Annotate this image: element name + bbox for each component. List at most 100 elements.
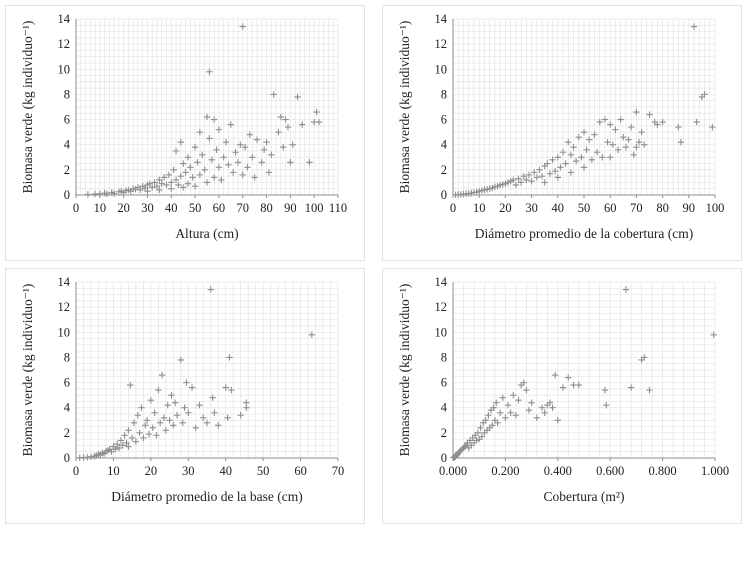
data-point — [580, 164, 588, 171]
data-point — [125, 427, 132, 434]
data-point — [145, 430, 153, 438]
data-point — [622, 286, 630, 293]
data-point — [227, 121, 235, 128]
data-point — [138, 404, 145, 411]
x-axis-label: Diámetro promedio de la base (cm) — [111, 489, 303, 504]
y-tick-label: 0 — [441, 451, 447, 465]
data-point — [177, 139, 184, 146]
y-tick-label: 14 — [435, 275, 448, 289]
data-point — [646, 386, 653, 394]
data-point — [243, 404, 250, 411]
data-point — [604, 139, 611, 146]
data-point — [538, 172, 546, 180]
data-point — [146, 180, 154, 187]
data-point — [523, 386, 530, 394]
data-point — [478, 433, 486, 440]
data-point — [232, 149, 239, 156]
data-point — [224, 414, 231, 421]
chart-panel-cobertura: 0.000 0.200 0.400 0.600 0.800 1.000 0 2 4 6 8 10 12 1… — [382, 268, 742, 524]
y-tick-label: 10 — [58, 325, 71, 339]
gridlines — [452, 281, 716, 459]
data-point — [226, 354, 233, 361]
data-point — [253, 136, 261, 143]
data-point — [559, 384, 567, 391]
y-tick-label: 12 — [435, 37, 448, 51]
x-tick-label: 0.800 — [649, 464, 677, 478]
data-point — [280, 144, 287, 151]
data-point — [507, 409, 514, 416]
data-point — [299, 121, 306, 128]
data-point — [182, 169, 189, 176]
data-point — [103, 190, 111, 197]
y-tick-label: 14 — [58, 12, 71, 26]
data-point — [210, 174, 218, 181]
data-point — [147, 396, 155, 404]
data-point — [578, 154, 585, 161]
chart-panel-altura: 0 10 20 30 40 50 60 70 80 90 100 110 0 2 4 6 8 10 12 14 Altu… — [5, 5, 365, 261]
data-point — [215, 422, 222, 429]
y-tick-label: 2 — [64, 163, 70, 177]
data-point — [140, 434, 147, 442]
scatter-chart-altura: 0 10 20 30 40 50 60 70 80 90 100 110 0 2 4 6 8 10 12 14 Altu… — [20, 12, 347, 241]
data-point — [541, 409, 548, 416]
data-points — [76, 286, 315, 461]
data-point — [306, 159, 313, 166]
chart-panel-diametro-cobertura: 0 10 20 30 40 50 60 70 80 90 100 0 2 4 6 8 10 12 14 Diámetr… — [382, 5, 742, 261]
x-tick-label: 70 — [236, 201, 249, 215]
data-point — [641, 141, 648, 148]
data-point — [175, 181, 182, 189]
x-axis-label: Altura (cm) — [175, 226, 238, 241]
data-point — [601, 386, 609, 394]
x-tick-label: 100 — [305, 201, 324, 215]
data-point — [113, 440, 121, 448]
x-tick-label: 20 — [145, 464, 158, 478]
data-point — [510, 176, 517, 184]
data-point — [294, 93, 301, 101]
data-point — [196, 128, 204, 136]
data-point — [143, 417, 151, 424]
data-point — [554, 417, 561, 424]
data-point — [580, 128, 588, 136]
data-point — [512, 181, 520, 189]
data-point — [693, 118, 700, 126]
data-point — [593, 149, 601, 156]
data-point — [517, 179, 525, 186]
data-point — [572, 157, 580, 165]
data-point — [208, 156, 215, 163]
data-point — [230, 169, 237, 176]
data-point — [157, 419, 164, 426]
data-point — [654, 121, 661, 128]
x-tick-label: 20 — [117, 201, 130, 215]
x-axis-label: Cobertura (m²) — [544, 489, 625, 504]
y-tick-label: 4 — [64, 401, 71, 415]
data-point — [520, 172, 527, 180]
y-tick-label: 0 — [64, 188, 70, 202]
data-point — [156, 176, 163, 184]
data-point — [234, 159, 242, 166]
data-point — [260, 146, 268, 153]
data-point — [638, 128, 645, 136]
chart-panel-diametro-base: 0 10 20 30 40 50 60 70 0 2 4 6 8 10 12 14 Diámetro prome… — [5, 268, 365, 524]
x-tick-label: 10 — [94, 201, 107, 215]
x-axis-label: Diámetro promedio de la cobertura (cm) — [475, 226, 694, 241]
data-point — [646, 111, 653, 118]
data-point — [690, 23, 698, 30]
data-point — [151, 179, 158, 186]
data-point — [181, 404, 188, 411]
data-point — [215, 164, 223, 171]
data-point — [239, 171, 246, 179]
scatter-chart-diametro-base: 0 10 20 30 40 50 60 70 0 2 4 6 8 10 12 14 Diámetro prome… — [20, 275, 344, 504]
data-point — [536, 166, 543, 174]
data-point — [617, 116, 624, 123]
data-point — [461, 443, 468, 450]
data-point — [206, 135, 213, 142]
data-point — [520, 379, 527, 386]
data-point — [125, 443, 132, 450]
data-point — [166, 417, 173, 424]
data-point — [567, 151, 575, 158]
data-point — [165, 171, 173, 179]
y-tick-label: 8 — [64, 350, 70, 364]
data-points — [452, 23, 716, 198]
data-point — [275, 128, 282, 136]
data-point — [192, 424, 199, 432]
